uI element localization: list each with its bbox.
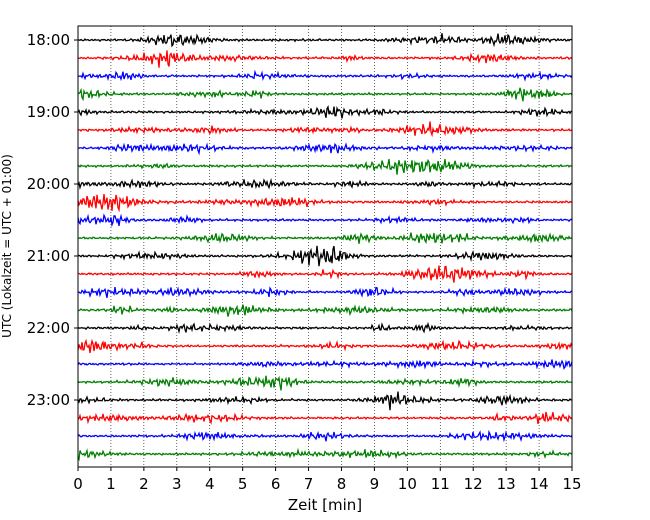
x-tick-label: 15 [562,475,581,493]
y-tick-label: 18:00 [27,31,70,49]
x-tick-label: 2 [139,475,149,493]
trace-2100 [77,245,573,267]
x-tick-label: 1 [106,475,116,493]
trace-2315 [77,411,573,425]
trace-1800 [77,33,573,48]
plot-area [78,26,572,467]
x-tick-label: 4 [205,475,215,493]
trace-2130 [77,286,573,299]
trace-2145 [77,304,573,317]
trace-2230 [77,359,573,370]
traces [77,33,573,462]
trace-2200 [77,321,573,334]
x-axis-ticks: 0 1 2 3 4 5 6 7 8 9 10 11 12 13 14 15 [73,467,582,493]
trace-2245 [77,375,573,391]
y-tick-label: 23:00 [27,391,70,409]
x-tick-label: 6 [271,475,281,493]
y-tick-label: 21:00 [27,247,70,265]
x-tick-label: 0 [73,475,83,493]
trace-1930 [77,142,573,156]
trace-2215 [77,338,573,354]
trace-1915 [77,121,573,138]
trace-2115 [77,265,573,283]
x-tick-label: 13 [497,475,516,493]
trace-1845 [77,87,573,102]
x-axis-label: Zeit [min] [288,496,362,514]
y-tick-label: 20:00 [27,175,70,193]
y-axis-ticks: 18:00 19:00 20:00 21:00 22:00 23:00 [27,31,78,409]
y-tick-label: 19:00 [27,103,70,121]
plot-frame [77,25,573,468]
trace-2000 [77,177,573,190]
x-tick-label: 5 [238,475,248,493]
x-tick-label: 10 [398,475,417,493]
trace-2045 [77,232,573,244]
x-tick-label: 14 [530,475,549,493]
trace-1830 [77,69,573,82]
trace-1815 [77,50,573,68]
trace-1945 [77,158,573,175]
x-tick-label: 7 [304,475,314,493]
trace-2345 [77,447,573,462]
trace-1900 [77,105,573,119]
y-tick-label: 22:00 [27,319,70,337]
x-tick-label: 9 [370,475,380,493]
x-tick-label: 8 [337,475,347,493]
trace-2015 [77,193,573,213]
trace-2030 [77,213,573,228]
x-tick-label: 3 [172,475,182,493]
x-tick-label: 12 [464,475,483,493]
y-axis-label: UTC (Lokalzeit = UTC + 01:00) [0,154,14,338]
x-tick-label: 11 [431,475,450,493]
trace-2300 [77,391,573,411]
trace-2330 [77,429,573,443]
